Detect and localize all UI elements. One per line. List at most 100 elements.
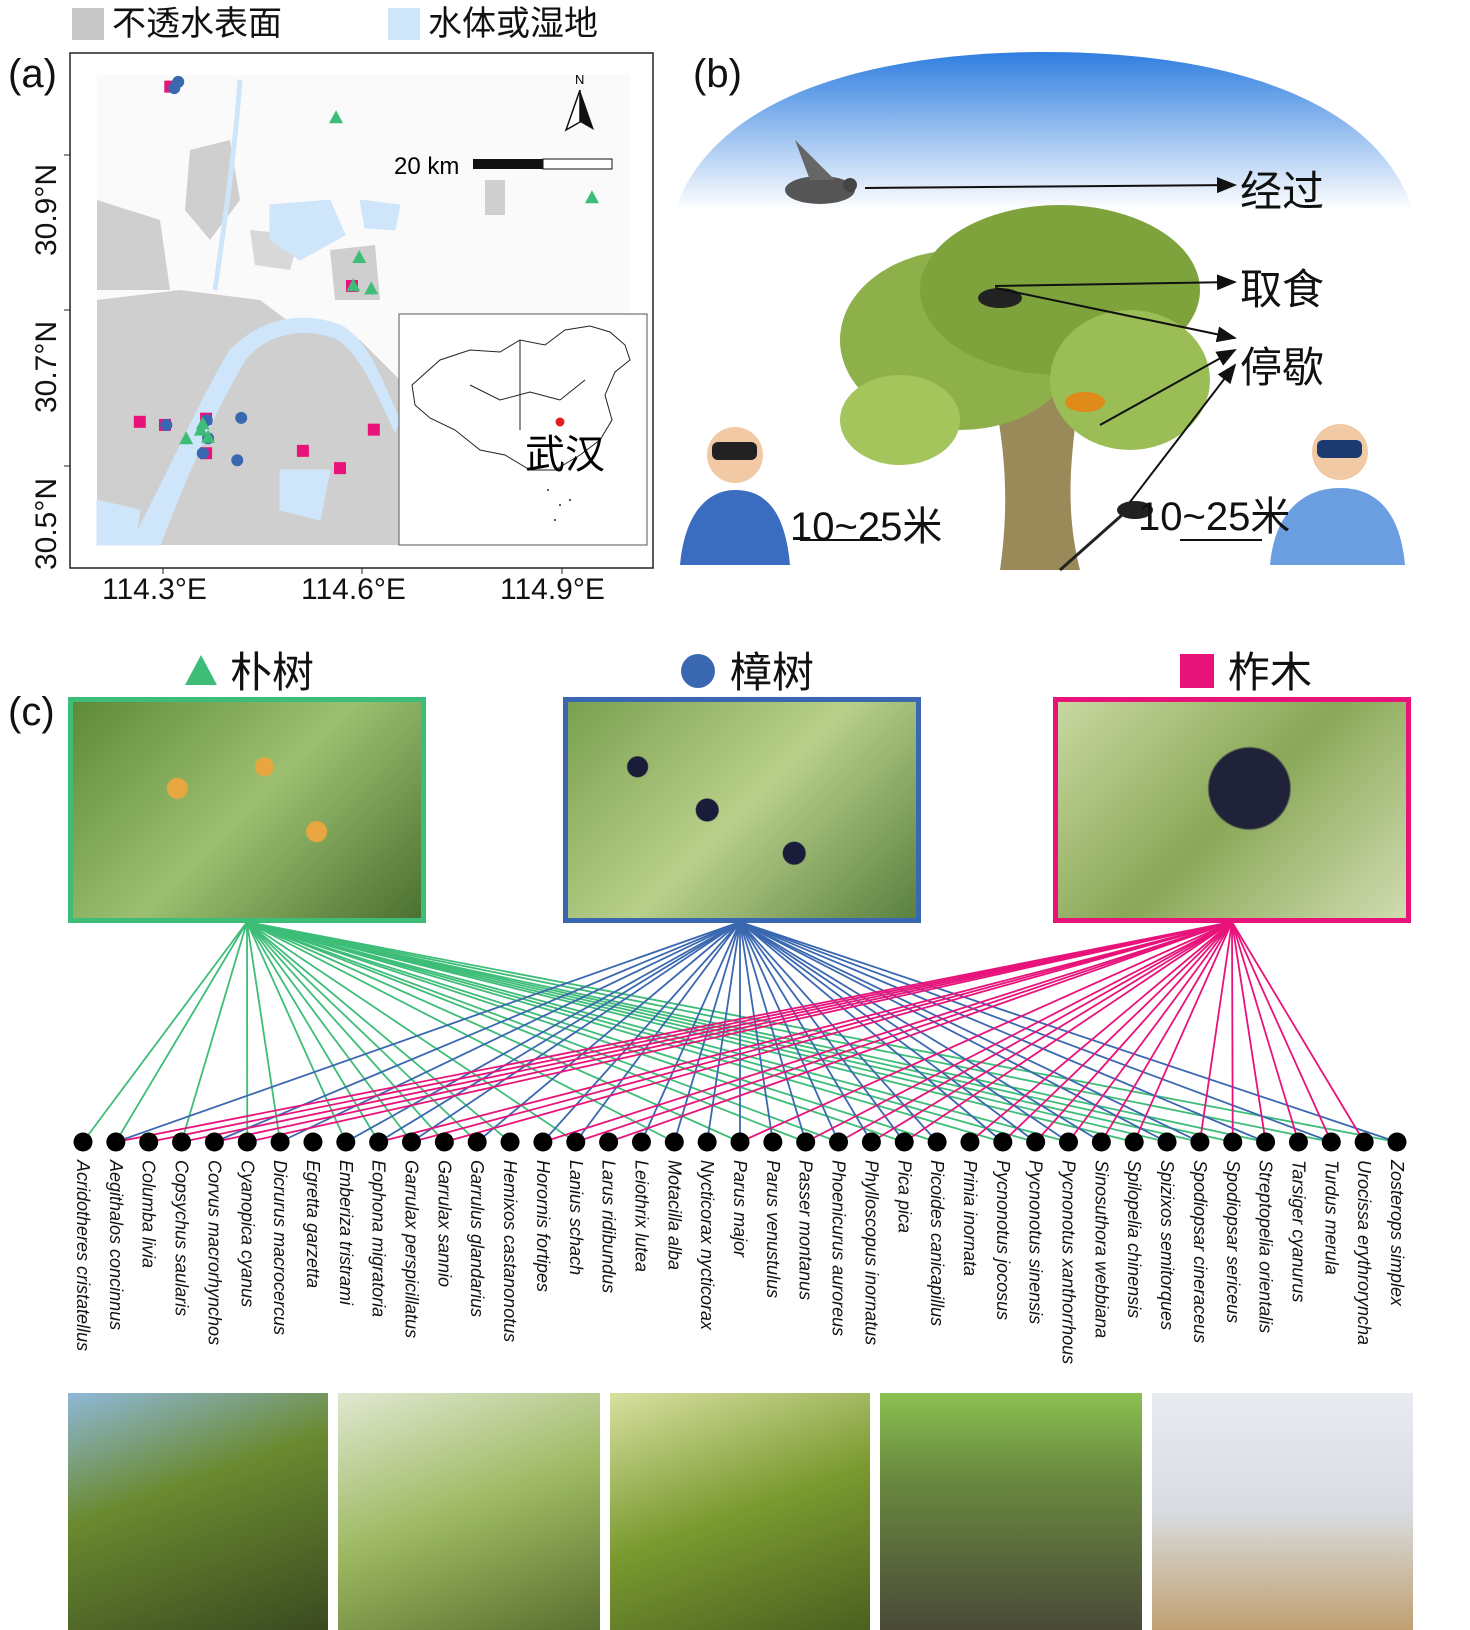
x-tick-label: 114.9°E bbox=[500, 573, 605, 606]
behavior-feeding-label: 取食 bbox=[1240, 265, 1325, 314]
water-bodies bbox=[96, 79, 401, 546]
site-marker-square bbox=[296, 444, 309, 457]
species-label: Zosterops simplex bbox=[1387, 1160, 1407, 1307]
site-marker-circle bbox=[235, 411, 248, 424]
species-node bbox=[402, 1132, 421, 1152]
legend-impervious-swatch bbox=[72, 8, 104, 40]
tree-heading-camphor: 樟树 bbox=[730, 648, 815, 697]
species-node bbox=[993, 1132, 1013, 1152]
inset-city-label: 武汉 bbox=[525, 432, 605, 478]
species-label: Pycnonotus jocosus bbox=[992, 1160, 1013, 1321]
species-node bbox=[1223, 1132, 1243, 1152]
oriole-icon bbox=[1065, 392, 1105, 412]
species-node bbox=[697, 1132, 717, 1152]
species-label: Phylloscopus inornatus bbox=[861, 1160, 882, 1346]
species-label: Acridotheres cristatellus bbox=[73, 1160, 93, 1352]
species-node bbox=[796, 1132, 816, 1152]
species-node bbox=[566, 1132, 586, 1152]
interaction-link bbox=[1231, 921, 1300, 1143]
species-label: Dicrurus macrocercus bbox=[270, 1160, 291, 1336]
observer-left-icon bbox=[680, 427, 790, 565]
circle-marker-icon bbox=[681, 654, 715, 688]
species-node bbox=[829, 1132, 849, 1152]
species-label: Picoides canicapillus bbox=[927, 1160, 948, 1327]
scale-bar bbox=[473, 158, 613, 170]
species-node bbox=[467, 1132, 487, 1152]
site-marker-circle bbox=[196, 447, 209, 460]
scale-label: 20 km bbox=[394, 153, 459, 180]
bird-photo-2 bbox=[338, 1393, 600, 1630]
species-label: Parus venustulus bbox=[762, 1160, 783, 1299]
interaction-link bbox=[1034, 921, 1233, 1143]
china-outline bbox=[411, 325, 631, 471]
sky-dome bbox=[675, 52, 1413, 210]
bird-photo-4 bbox=[880, 1393, 1142, 1630]
square-marker-icon bbox=[1180, 654, 1214, 688]
interaction-link bbox=[214, 921, 1233, 1143]
north-label: N bbox=[575, 72, 584, 87]
species-label: Motacilla alba bbox=[664, 1160, 685, 1271]
interaction-link bbox=[115, 921, 741, 1143]
species-label: Spizixos semitorques bbox=[1157, 1160, 1178, 1331]
tree-heading-celtis: 朴树 bbox=[230, 648, 315, 697]
species-node bbox=[664, 1132, 684, 1152]
species-label: Egretta garzetta bbox=[302, 1160, 323, 1289]
interaction-link bbox=[378, 921, 1233, 1143]
bird-photo-1 bbox=[68, 1393, 328, 1630]
species-label: Nycticorax nycticorax bbox=[697, 1160, 718, 1331]
species-label: Spodiopsar cineraceus bbox=[1189, 1160, 1210, 1344]
interaction-link bbox=[378, 921, 741, 1143]
panel-b-label: (b) bbox=[693, 52, 742, 96]
species-node bbox=[303, 1132, 323, 1152]
species-node bbox=[270, 1132, 290, 1152]
species-label: Lanius schach bbox=[565, 1160, 586, 1276]
bird-photo-5 bbox=[1152, 1393, 1413, 1630]
interaction-link bbox=[542, 921, 1233, 1143]
species-node bbox=[172, 1132, 192, 1152]
species-label: Prinia inornata bbox=[959, 1160, 980, 1277]
species-label: Parus major bbox=[730, 1160, 750, 1258]
species-label: Tarsiger cyanurus bbox=[1288, 1160, 1309, 1303]
species-label: Larus ridibundus bbox=[598, 1160, 619, 1294]
species-node bbox=[237, 1132, 257, 1152]
interaction-link bbox=[739, 921, 1233, 1143]
interaction-link bbox=[1067, 921, 1233, 1143]
species-label: Emberiza tristrami bbox=[335, 1160, 356, 1306]
site-marker-triangle bbox=[346, 278, 361, 292]
interaction-link bbox=[1100, 921, 1233, 1143]
species-node bbox=[434, 1132, 454, 1152]
interaction-link bbox=[444, 921, 1233, 1143]
interaction-link bbox=[1199, 921, 1233, 1143]
interaction-link bbox=[870, 921, 1233, 1143]
species-node bbox=[960, 1132, 980, 1152]
species-label: Corvus macrorhynchos bbox=[204, 1160, 225, 1346]
celtis-fruit-photo bbox=[68, 697, 426, 923]
interaction-link bbox=[739, 921, 774, 1143]
species-label: Spilopelia chinensis bbox=[1124, 1160, 1145, 1319]
interaction-link bbox=[181, 921, 1233, 1143]
interaction-link bbox=[805, 921, 1233, 1143]
interaction-link bbox=[148, 921, 1233, 1143]
interaction-link bbox=[82, 921, 248, 1143]
interaction-link bbox=[1231, 921, 1365, 1143]
species-label: Pycnonotus sinensis bbox=[1025, 1160, 1046, 1325]
site-marker-triangle bbox=[201, 429, 216, 443]
species-label: Cyanopica cyanus bbox=[237, 1160, 258, 1308]
species-label: Copsychus saularis bbox=[171, 1160, 192, 1317]
site-marker-triangle bbox=[329, 110, 344, 124]
tree-heading-xylosma: 柞木 bbox=[1228, 648, 1313, 697]
bipartite-network bbox=[73, 921, 1407, 1152]
species-label: Eophona migratoria bbox=[368, 1160, 389, 1318]
species-node bbox=[730, 1132, 750, 1152]
interaction-link bbox=[608, 921, 1233, 1143]
species-node bbox=[927, 1132, 947, 1152]
site-marker-circle bbox=[231, 454, 244, 467]
species-node bbox=[204, 1132, 224, 1152]
distance-left-label: 10~25米 bbox=[790, 505, 943, 549]
species-node bbox=[73, 1132, 93, 1152]
legend-impervious-label: 不透水表面 bbox=[112, 4, 282, 44]
panel-a-label: (a) bbox=[8, 52, 57, 96]
study-area-map: N 20 km 武汉 bbox=[64, 52, 654, 574]
x-tick-label: 114.3°E bbox=[102, 573, 207, 606]
species-node bbox=[1354, 1132, 1374, 1152]
